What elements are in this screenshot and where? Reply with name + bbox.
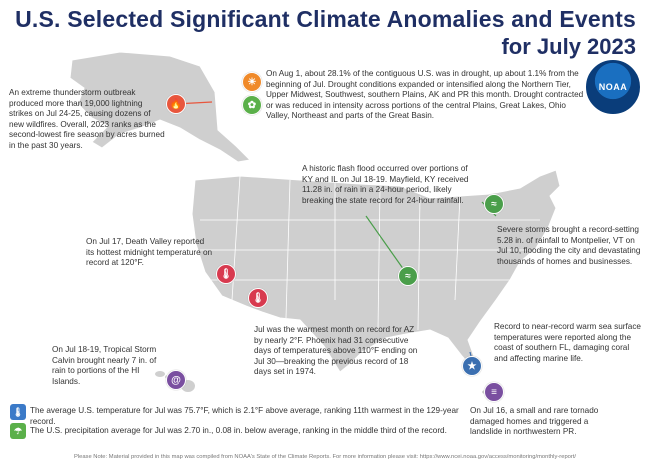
footer-note: Please Note: Material provided in this m… bbox=[73, 454, 577, 460]
national-precipitation-text: The U.S. precipitation average for Jul w… bbox=[30, 426, 447, 435]
flood-icon: ≈ bbox=[398, 266, 418, 286]
conus-shape bbox=[191, 169, 561, 373]
drought-recovery-icon: ✿ bbox=[242, 95, 262, 115]
alaska-shape bbox=[69, 51, 252, 163]
pr-event-text: On Jul 16, a small and rare tornado dama… bbox=[470, 406, 599, 437]
tornado-icon: ≡ bbox=[484, 382, 504, 402]
deathvalley-event-text: On Jul 17, Death Valley reported its hot… bbox=[86, 237, 213, 268]
hawaii-event-text: On Jul 18-19, Tropical Storm Calvin brou… bbox=[52, 345, 157, 386]
vermont-event-text: Severe storms brought a record-setting 5… bbox=[497, 225, 641, 266]
page-subtitle: for July 2023 bbox=[501, 34, 636, 59]
drought-event-text: On Aug 1, about 28.1% of the contiguous … bbox=[266, 69, 584, 121]
noaa-logo: NOAA bbox=[586, 60, 640, 114]
flood-icon-vt: ≈ bbox=[484, 194, 504, 214]
drought-sun-icon: ☀ bbox=[242, 72, 262, 92]
page-title: U.S. Selected Significant Climate Anomal… bbox=[15, 6, 636, 32]
tropical-storm-icon: @ bbox=[166, 370, 186, 390]
kentucky-event-text: A historic flash flood occurred over por… bbox=[302, 164, 469, 205]
alaska-event-text: An extreme thunderstorm outbreak produce… bbox=[9, 88, 165, 150]
temperature-icon: 🌡 bbox=[10, 404, 26, 420]
coral-icon: ★ bbox=[462, 356, 482, 376]
thermometer-icon-az: 🌡 bbox=[248, 288, 268, 308]
precipitation-icon: ☂ bbox=[10, 423, 26, 439]
thermometer-icon-deathvalley: 🌡 bbox=[216, 264, 236, 284]
arizona-event-text: Jul was the warmest month on record for … bbox=[254, 325, 418, 377]
national-temperature-text: The average U.S. temperature for Jul was… bbox=[30, 406, 459, 426]
wildfire-icon: 🔥 bbox=[166, 94, 186, 114]
florida-event-text: Record to near-record warm sea surface t… bbox=[494, 322, 641, 363]
